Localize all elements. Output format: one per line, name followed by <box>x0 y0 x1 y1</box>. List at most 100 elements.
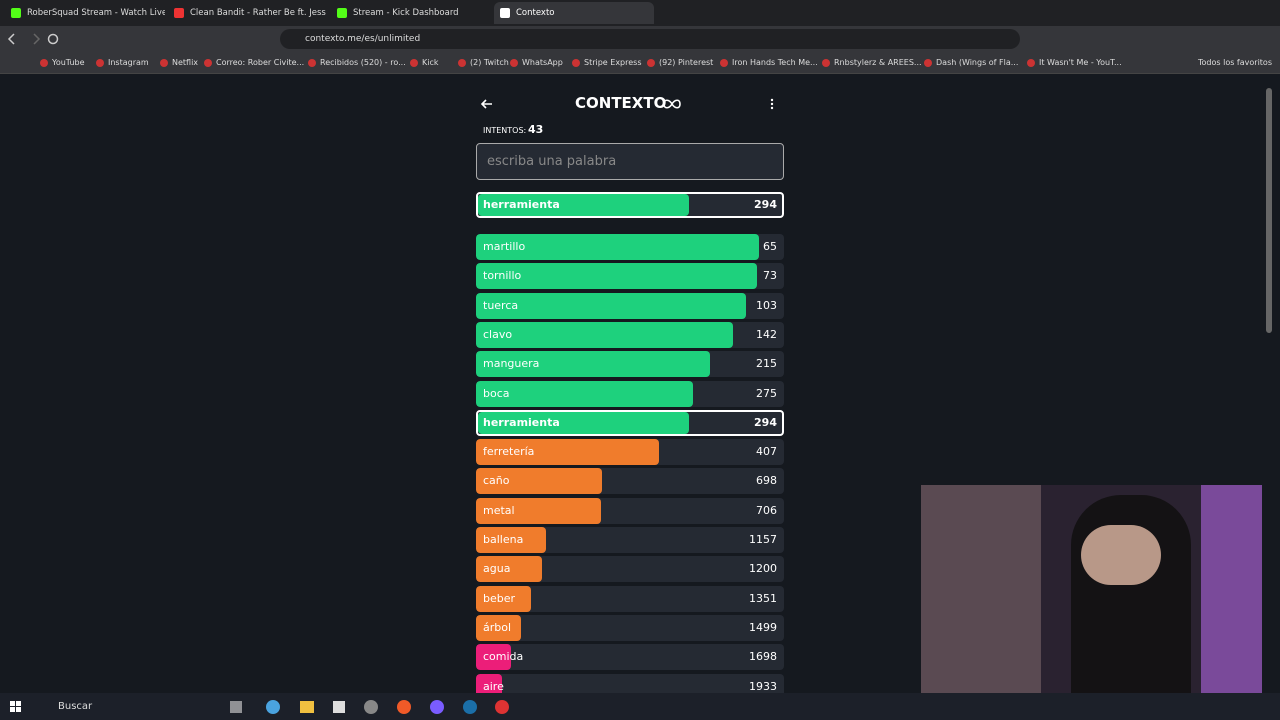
guess-word: manguera <box>483 357 540 371</box>
taskbar: Buscar <box>0 693 1280 720</box>
guess-word: beber <box>483 591 516 605</box>
guess-word: martillo <box>483 240 526 253</box>
bookmark[interactable]: Stripe Express <box>572 52 642 74</box>
bookmark[interactable]: (2) Twitch <box>458 52 509 74</box>
rank-bar <box>476 527 547 553</box>
guess-rank: 294 <box>754 198 777 211</box>
guess-rank: 275 <box>756 386 777 400</box>
guess-rank: 73 <box>763 269 777 283</box>
guess-row: metal 706 <box>476 497 784 524</box>
guess-row: martillo 65 <box>476 234 784 260</box>
attempts-label: INTENTOS: <box>483 126 527 135</box>
rank-bar <box>476 234 760 260</box>
guess-rank: 1499 <box>749 620 777 634</box>
tab[interactable]: Stream - Kick Dashboard <box>331 2 491 24</box>
tab[interactable]: RoberSquad Stream - Watch Live <box>5 2 165 24</box>
guess-rank: 294 <box>754 415 777 429</box>
rank-bar <box>476 497 601 524</box>
rank-bar <box>476 321 733 348</box>
rank-bar <box>476 556 543 583</box>
guess-row: tornillo 73 <box>476 263 784 290</box>
guess-rank: 698 <box>756 474 777 488</box>
header-icons <box>480 98 774 110</box>
guess-row: herramienta 294 <box>476 192 784 218</box>
all-bookmarks[interactable]: Todos los favoritos <box>1198 58 1272 67</box>
guess-word: ferretería <box>483 445 535 459</box>
guess-word: árbol <box>483 620 512 634</box>
guess-row: árbol 1499 <box>476 614 784 641</box>
bookmark[interactable]: It Wasn't Me - YouT... <box>1027 52 1122 74</box>
page: CONTEXTO INTENTOS: 43 escriba una palabr… <box>0 78 1262 693</box>
rank-bar <box>476 351 710 378</box>
bookmark[interactable]: Kick <box>410 52 439 74</box>
bookmark[interactable]: Rnbstylerz & AREES... <box>822 52 922 74</box>
address-bar[interactable]: contexto.me/es/unlimited <box>280 29 1020 49</box>
guess-rank: 1351 <box>749 591 777 605</box>
rank-bar <box>476 468 603 495</box>
tab[interactable]: Contexto <box>494 2 654 24</box>
rank-bar <box>478 411 690 434</box>
guess-word: metal <box>483 503 515 517</box>
rank-bar <box>476 585 531 612</box>
game-title: CONTEXTO <box>575 94 667 112</box>
bookmark[interactable]: Instagram <box>96 52 149 74</box>
bookmark[interactable]: Netflix <box>160 52 198 74</box>
guess-word: herramienta <box>483 198 560 211</box>
nav-buttons[interactable] <box>6 32 66 46</box>
rank-bar <box>476 614 522 641</box>
taskbar-apps <box>230 700 509 714</box>
guess-row: tuerca 103 <box>476 292 784 319</box>
guess-rank: 65 <box>763 240 777 253</box>
bookmark[interactable]: Iron Hands Tech Me... <box>720 52 818 74</box>
rank-bar <box>476 380 693 407</box>
scrollbar <box>1262 78 1280 693</box>
guess-word: herramienta <box>483 415 560 429</box>
rank-bar <box>476 644 512 671</box>
bookmark[interactable]: (92) Pinterest <box>647 52 713 74</box>
rank-bar <box>476 263 757 290</box>
bookmark[interactable]: Correo: Rober Civite... <box>204 52 304 74</box>
guess-rank: 215 <box>756 357 777 371</box>
rank-bar <box>478 194 690 216</box>
tab[interactable]: Clean Bandit - Rather Be ft. Jess G <box>168 2 328 24</box>
guess-word: boca <box>483 386 510 400</box>
attempts: 43 <box>528 123 544 136</box>
guess-word: aire <box>483 679 504 693</box>
guess-row: boca 275 <box>476 380 784 407</box>
guess-rank: 142 <box>756 327 777 341</box>
guess-row: clavo 142 <box>476 321 784 348</box>
start-button[interactable] <box>10 701 22 713</box>
guess-word: clavo <box>483 327 513 341</box>
guess-word: caño <box>483 474 510 488</box>
bookmark[interactable]: Dash (Wings of Fla... <box>924 52 1018 74</box>
guess-row: aire 1933 <box>476 673 784 693</box>
rank-bar <box>476 673 502 693</box>
guess-word: agua <box>483 562 511 576</box>
tab-strip: RoberSquad Stream - Watch Live Clean Band… <box>0 0 1280 26</box>
bookmarks-bar: Todos los favoritos YouTube Instagram Netf… <box>0 52 1280 74</box>
guess-rank: 706 <box>756 503 777 517</box>
guess-row: caño 698 <box>476 468 784 495</box>
guess-rank: 1698 <box>749 650 777 664</box>
guess-row: ferretería 407 <box>476 439 784 466</box>
bookmark[interactable]: WhatsApp <box>510 52 563 74</box>
toolbar: contexto.me/es/unlimited <box>0 26 1280 52</box>
taskbar-search[interactable]: Buscar <box>58 701 93 712</box>
bookmark[interactable]: YouTube <box>40 52 85 74</box>
rank-bar <box>476 439 659 466</box>
bookmark[interactable]: Recibidos (520) - ro... <box>308 52 406 74</box>
guess-rank: 1200 <box>749 562 777 576</box>
guess-word: tuerca <box>483 298 519 312</box>
guess-row: comida 1698 <box>476 644 784 671</box>
guess-row: beber 1351 <box>476 585 784 612</box>
guess-rank: 1157 <box>749 533 777 546</box>
word-input[interactable]: escriba una palabra <box>476 143 784 180</box>
guess-row: herramienta 294 <box>476 409 784 436</box>
guess-row: ballena 1157 <box>476 527 784 553</box>
guess-row: agua 1200 <box>476 556 784 583</box>
guess-rank: 1933 <box>749 679 777 693</box>
guess-word: comida <box>483 650 524 664</box>
webcam-overlay <box>921 485 1262 693</box>
guess-rank: 407 <box>756 445 777 459</box>
